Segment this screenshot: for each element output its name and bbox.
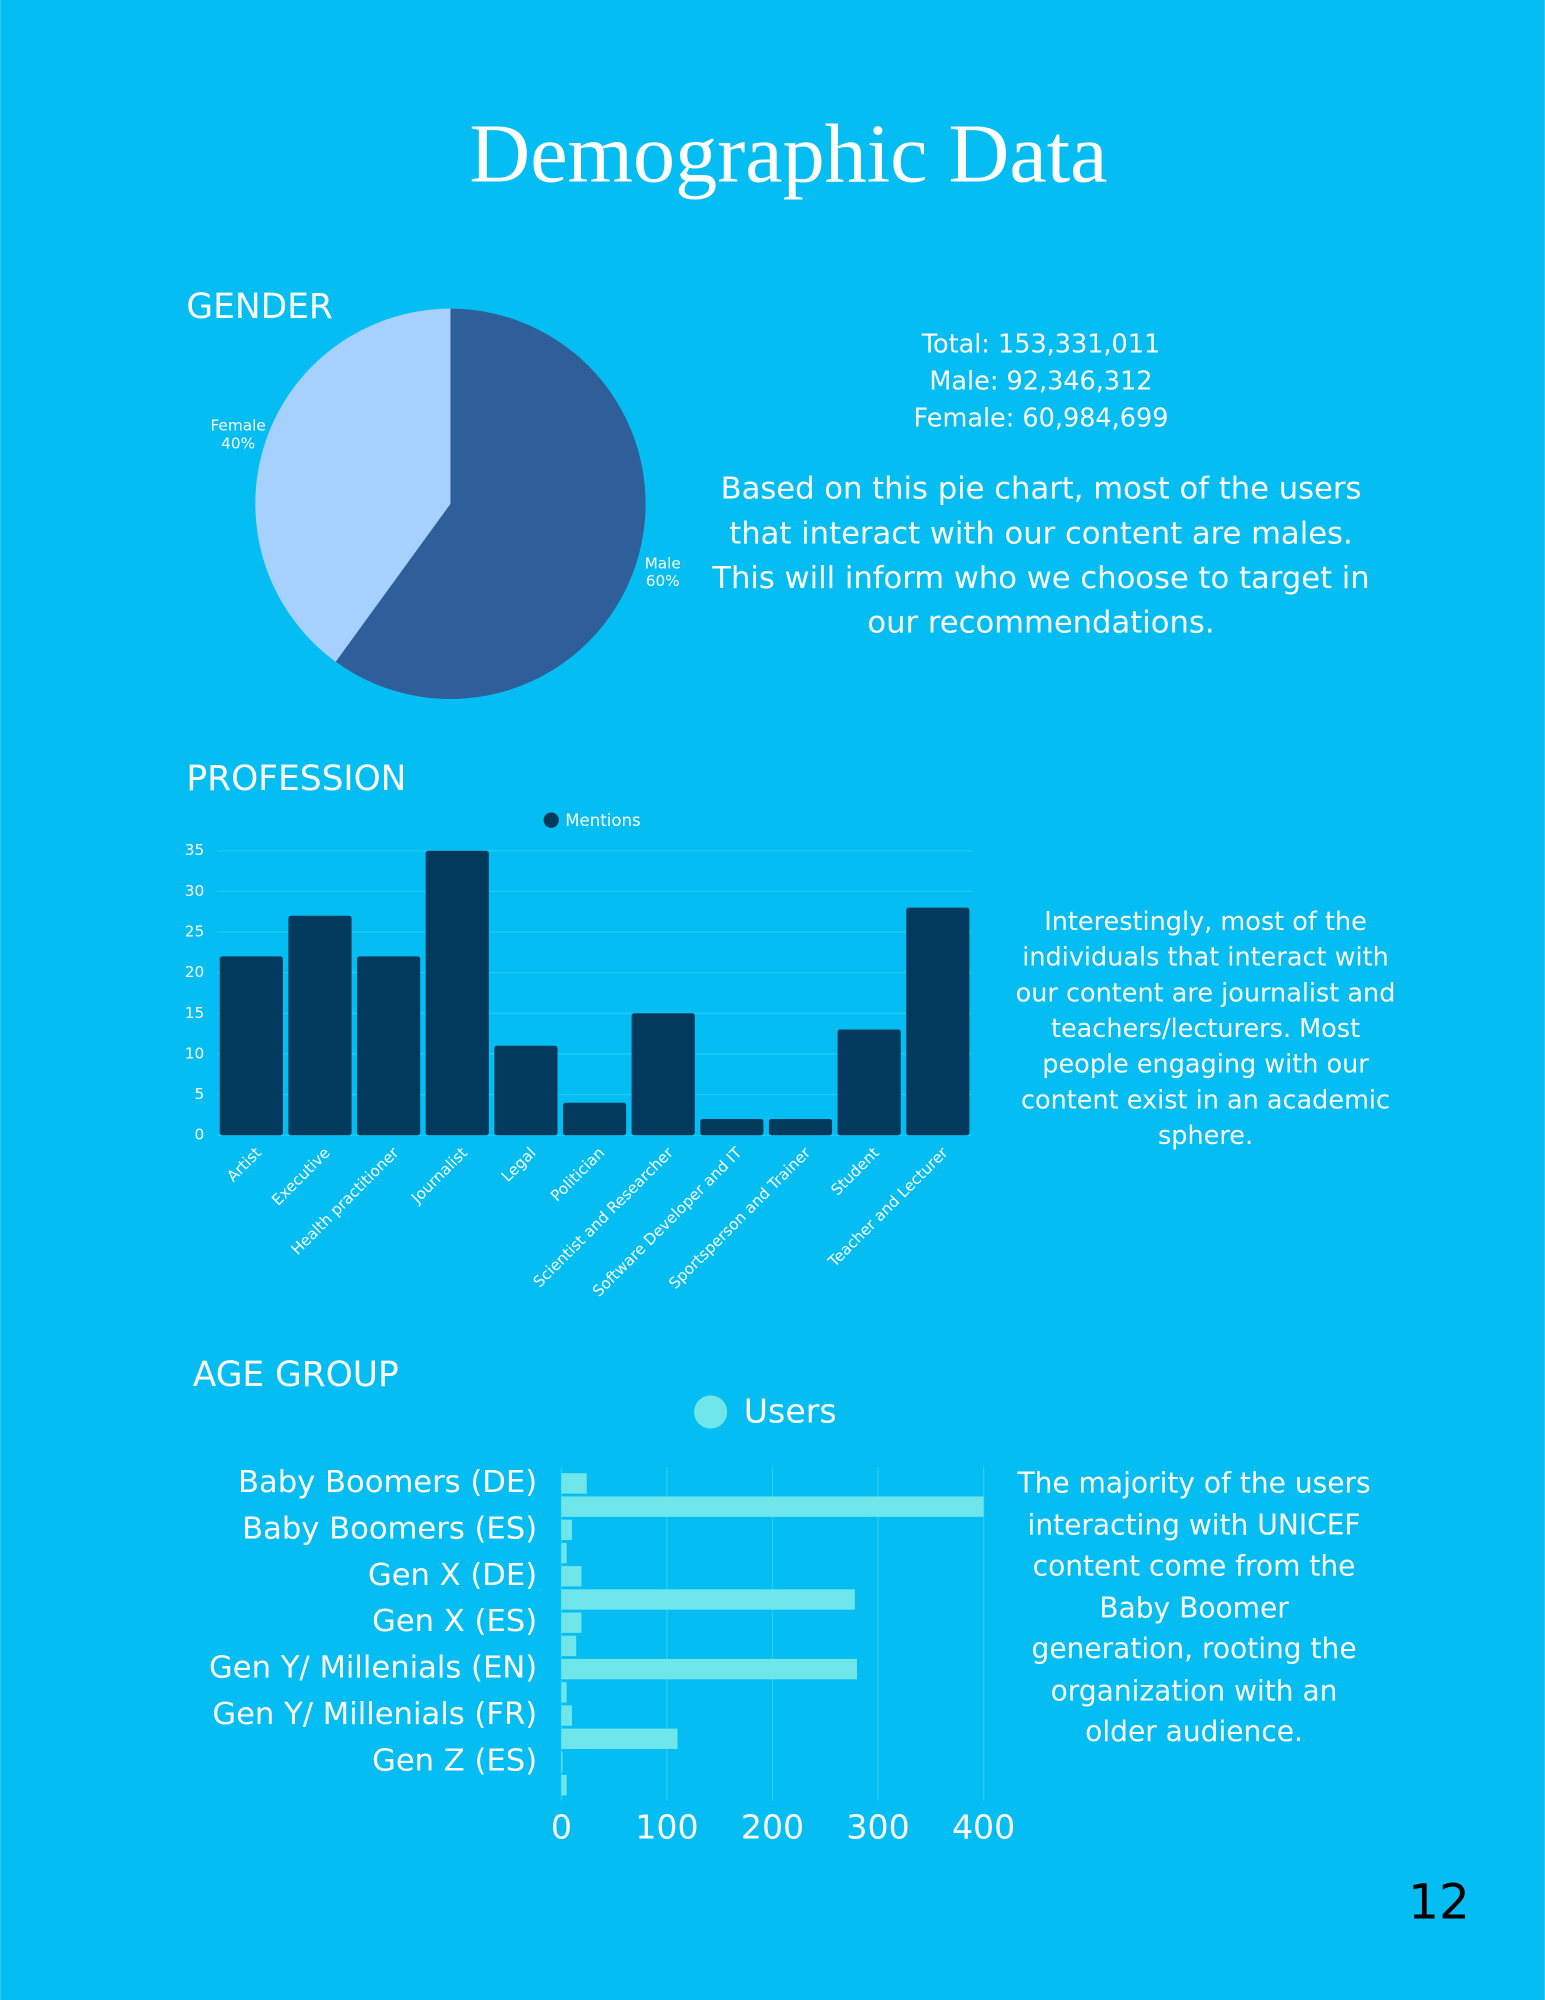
bar (561, 1635, 577, 1657)
y-tick-label: Gen X (DE) (368, 1558, 537, 1593)
bar (494, 1045, 558, 1136)
stat: Female: 60,984,699 (914, 404, 1169, 434)
bar (700, 1118, 764, 1136)
x-tick-label: 200 (741, 1808, 804, 1847)
pie-slice (255, 308, 451, 662)
pie-slice (335, 308, 646, 699)
paragraph-box: The majority of the users interacting wi… (1017, 1468, 1371, 1749)
bar (906, 907, 970, 1136)
paragraph: Based on this pie chart, most of the use… (712, 470, 1370, 641)
section-title: PROFESSION (186, 759, 406, 799)
legend-marker (543, 812, 559, 828)
bar (219, 956, 283, 1136)
section-title: GENDER (186, 287, 332, 327)
x-tick-label: 100 (635, 1808, 698, 1847)
slice-label: Male (645, 554, 681, 572)
y-tick-label: Gen X (ES) (372, 1604, 537, 1639)
y-tick-label: 5 (195, 1085, 205, 1103)
stat: Male: 92,346,312 (929, 367, 1152, 397)
bar (561, 1682, 567, 1703)
paragraph: The majority of the users interacting wi… (1017, 1468, 1371, 1749)
legend-label: Mentions (565, 811, 640, 830)
paragraph: Interestingly, most of the individuals t… (1015, 905, 1396, 1151)
slice-value: 40% (221, 434, 255, 452)
page-number: 12 (1408, 1875, 1470, 1931)
section-title: AGE GROUP (193, 1355, 399, 1395)
bar (631, 1013, 695, 1136)
y-tick-label: Gen Y/ Millenials (FR) (212, 1697, 537, 1732)
bar (561, 1705, 572, 1726)
y-tick-label: 0 (195, 1126, 205, 1144)
bar (837, 1029, 901, 1136)
bar (561, 1775, 567, 1796)
bar (561, 1751, 563, 1773)
bar (561, 1519, 572, 1541)
bar (561, 1728, 678, 1749)
legend-marker (694, 1395, 728, 1429)
bar (768, 1118, 833, 1136)
bar (561, 1542, 567, 1564)
bar (561, 1496, 984, 1517)
bar (562, 1102, 627, 1136)
bar (357, 956, 421, 1136)
bar (425, 850, 489, 1136)
y-tick-label: 25 (185, 923, 204, 941)
bar (561, 1589, 855, 1610)
bar (561, 1658, 857, 1680)
x-tick-label: 300 (846, 1808, 909, 1847)
y-tick-label: Gen Z (ES) (372, 1743, 537, 1778)
y-tick-label: Gen Y/ Millenials (EN) (209, 1651, 537, 1686)
y-tick-label: 10 (185, 1044, 204, 1062)
bar (561, 1566, 582, 1587)
page-title: Demographic Data (469, 107, 1107, 200)
y-tick-label: 30 (185, 882, 204, 900)
stat: Total: 153,331,011 (921, 330, 1160, 360)
slice-value: 60% (646, 572, 680, 590)
bar (288, 915, 352, 1136)
slice-label: Female (210, 416, 265, 434)
y-tick-label: 15 (185, 1004, 204, 1022)
x-tick-label: 0 (551, 1808, 572, 1847)
y-tick-label: 35 (185, 841, 204, 859)
bar (561, 1612, 582, 1633)
y-tick-label: Baby Boomers (ES) (242, 1511, 537, 1546)
paragraph-box: Based on this pie chart, most of the use… (712, 470, 1370, 641)
y-tick-label: Baby Boomers (DE) (238, 1465, 537, 1500)
paragraph-box: Interestingly, most of the individuals t… (1015, 905, 1396, 1151)
x-tick-label: 400 (952, 1808, 1015, 1847)
y-tick-label: 20 (185, 963, 204, 981)
legend-label: Users (744, 1392, 837, 1431)
bar (561, 1473, 587, 1494)
